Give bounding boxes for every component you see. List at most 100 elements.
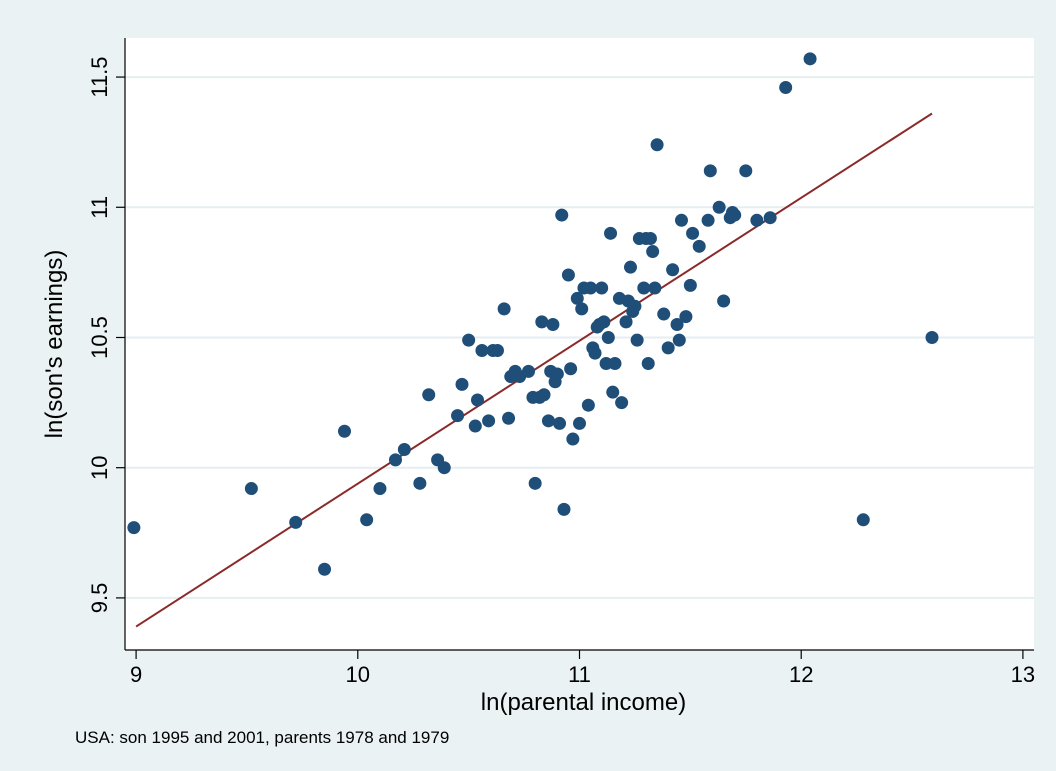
chart-note: USA: son 1995 and 2001, parents 1978 and… [75,728,449,747]
data-point [648,281,662,295]
data-point [588,346,602,360]
data-point [717,294,731,308]
data-point [750,213,764,227]
data-point [546,317,560,331]
plot-area [125,38,1034,650]
data-point [575,302,589,316]
data-point [553,416,567,430]
data-point [728,208,742,222]
data-points [127,52,939,576]
gridlines [125,76,1034,599]
y-tick-label: 11.5 [87,56,112,97]
data-point [666,263,680,277]
data-point [856,513,870,527]
data-point [471,393,485,407]
data-point [643,232,657,246]
data-point [541,414,555,428]
data-point [679,310,693,324]
data-point [650,138,664,152]
data-point [573,416,586,430]
data-point [451,409,465,423]
data-point [630,333,644,347]
data-point [701,213,715,227]
x-tick-label: 10 [346,662,370,687]
data-point [127,521,141,535]
data-point [739,164,753,178]
data-point [528,476,542,490]
data-point [604,226,618,240]
data-point [422,388,436,402]
data-point [468,419,482,433]
x-tick-label: 13 [1011,662,1035,687]
data-point [566,432,580,446]
data-point [763,211,777,225]
data-point [661,341,675,355]
data-point [692,239,706,253]
x-tick-label: 11 [568,662,591,687]
data-point [674,213,688,227]
y-tick-label: 10.5 [87,316,112,359]
y-axis-ticks: 9.5 10 10.5 11 11.5 [87,56,125,613]
data-point [244,482,258,496]
data-point [455,377,469,391]
data-point [803,52,817,66]
data-point [779,80,793,94]
data-point [413,476,427,490]
data-point [601,330,615,344]
data-point [557,502,571,516]
data-point [597,315,611,329]
data-point [555,208,569,222]
data-point [615,396,629,410]
data-point [289,515,303,529]
data-point [712,200,726,214]
data-point [373,482,387,496]
data-point [570,291,584,305]
x-tick-label: 9 [130,662,142,687]
data-point [584,281,598,295]
x-tick-label: 12 [789,662,813,687]
data-point [581,398,595,412]
data-point [337,424,351,438]
data-point [672,333,686,347]
data-point [537,388,551,402]
y-tick-label: 11 [87,196,112,219]
y-tick-label: 9.5 [87,583,112,614]
data-point [683,278,697,292]
y-axis-title: ln(son's earnings) [41,250,68,439]
data-point [641,357,655,371]
data-point [502,411,516,425]
data-point [318,562,332,576]
x-axis-title: ln(parental income) [481,689,686,716]
data-point [657,307,671,321]
data-point [703,164,717,178]
y-tick-label: 10 [87,455,112,479]
data-point [637,281,651,295]
data-point [561,268,575,282]
data-point [462,333,476,347]
data-point [925,330,939,344]
data-point [397,442,411,456]
data-point [550,367,564,381]
data-point [595,281,609,295]
data-point [606,385,620,399]
data-point [482,414,496,428]
data-point [437,461,451,475]
data-point [522,364,536,378]
x-axis-ticks: 9 10 11 12 13 [130,650,1035,687]
data-point [535,315,549,329]
data-point [475,344,489,358]
data-point [608,357,622,371]
data-point [646,245,660,259]
data-point [490,344,504,358]
data-point [670,317,684,331]
data-point [388,453,402,467]
data-point [497,302,511,316]
data-point [619,315,633,329]
data-point [360,513,374,527]
data-point [628,299,642,313]
data-point [686,226,700,240]
data-point [623,260,637,274]
data-point [564,362,578,376]
